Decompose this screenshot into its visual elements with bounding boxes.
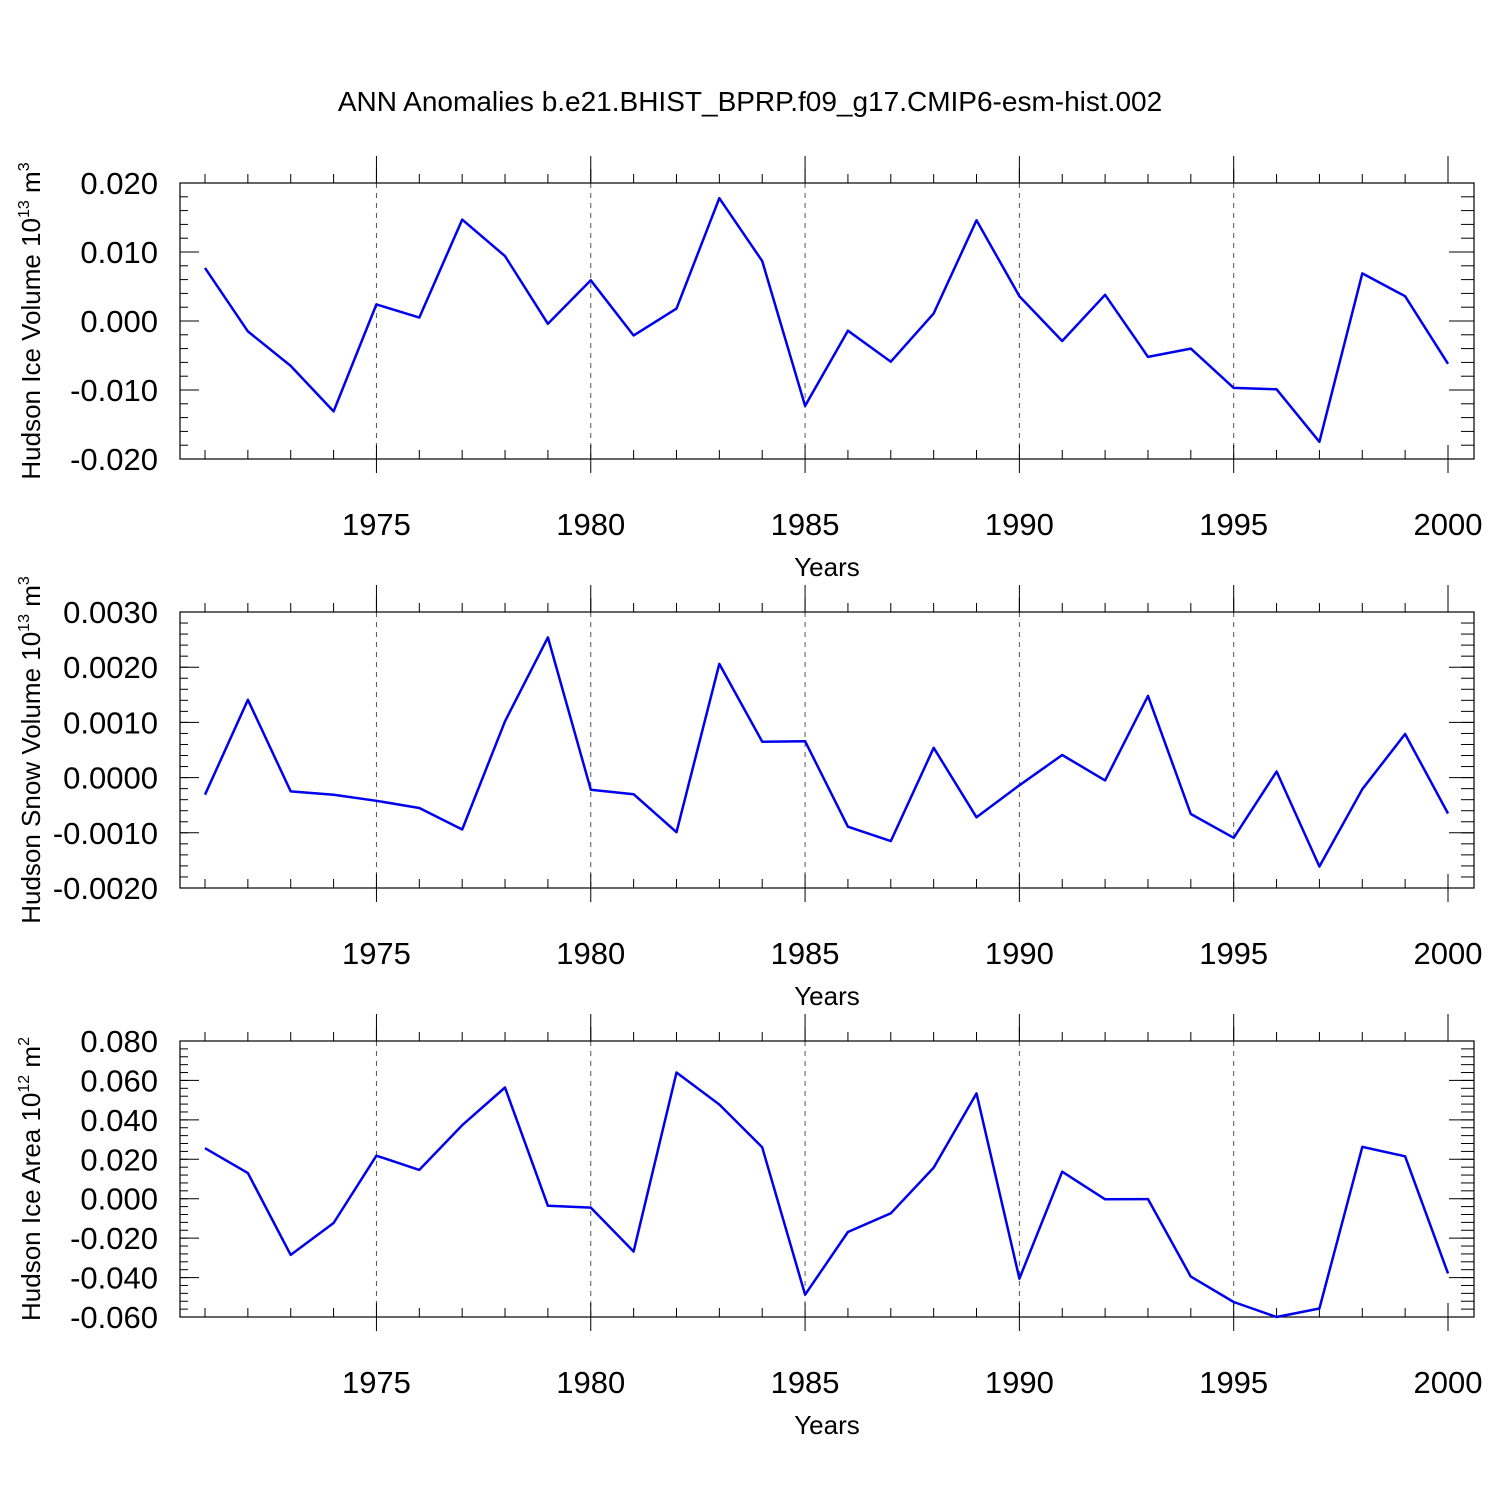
plot-frame [179,182,1475,460]
y-tick-label: 0.000 [80,304,158,339]
y-tick-label: -0.0020 [53,871,158,906]
x-tick-label: 2000 [1414,507,1483,542]
plot-frame [179,611,1475,889]
series-line [203,196,1450,444]
x-axis-label: Years [794,1410,860,1440]
y-tick-label: 0.060 [80,1063,158,1098]
x-tick-label: 1990 [985,507,1054,542]
x-tick-label: 1990 [985,936,1054,971]
chart-panel-3: 0.080 0.060 0.040 0.020 0.000 -0.020 -0.040 -0.… [16,1014,1482,1440]
page-title: ANN Anomalies b.e21.BHIST_BPRP.f09_g17.C… [338,86,1162,117]
series-line [204,1071,1450,1319]
x-tick-label: 1980 [556,1365,625,1400]
x-tick-label: 1995 [1199,1365,1268,1400]
series-line [203,636,1450,868]
x-tick-label: 1975 [342,936,411,971]
y-tick-label: 0.020 [80,1142,158,1177]
y-tick-label: 0.020 [80,166,158,201]
y-tick-label: -0.060 [70,1300,158,1335]
y-axis-label: Hudson Ice Volume 1013 m3 [16,162,46,479]
y-tick-label: -0.0010 [53,816,158,851]
y-axis-label: Hudson Ice Area 1012 m2 [16,1037,46,1321]
chart-panel-1: 0.020 0.010 0.000 -0.010 -0.020 1975 1980 1985 1… [16,156,1482,582]
x-tick-label: 1995 [1199,507,1268,542]
plot-frame [179,1040,1475,1318]
x-axis-label: Years [794,981,860,1011]
x-tick-label: 1985 [771,1365,840,1400]
x-axis-label: Years [794,552,860,582]
y-tick-label: 0.0030 [63,595,158,630]
y-tick-label: -0.020 [70,442,158,477]
y-tick-label: -0.010 [70,373,158,408]
y-tick-label: 0.010 [80,235,158,270]
x-tick-label: 1995 [1199,936,1268,971]
y-tick-label: 0.0000 [63,761,158,796]
x-tick-label: 2000 [1414,1365,1483,1400]
x-tick-label: 1990 [985,1365,1054,1400]
y-tick-label: 0.080 [80,1024,158,1059]
y-tick-label: 0.0020 [63,650,158,685]
y-tick-label: -0.040 [70,1261,158,1296]
x-tick-label: 1980 [556,507,625,542]
x-tick-label: 2000 [1414,936,1483,971]
chart-panel-2: 0.0030 0.0020 0.0010 0.0000 -0.0010 -0.0020 19… [16,576,1482,1011]
x-tick-label: 1975 [342,1365,411,1400]
y-tick-label: -0.020 [70,1221,158,1256]
y-axis-label: Hudson Snow Volume 1013 m3 [16,576,46,924]
y-tick-label: 0.0010 [63,705,158,740]
x-tick-label: 1980 [556,936,625,971]
x-tick-label: 1985 [771,507,840,542]
x-tick-label: 1985 [771,936,840,971]
y-tick-label: 0.040 [80,1103,158,1138]
x-tick-label: 1975 [342,507,411,542]
y-tick-label: 0.000 [80,1182,158,1217]
